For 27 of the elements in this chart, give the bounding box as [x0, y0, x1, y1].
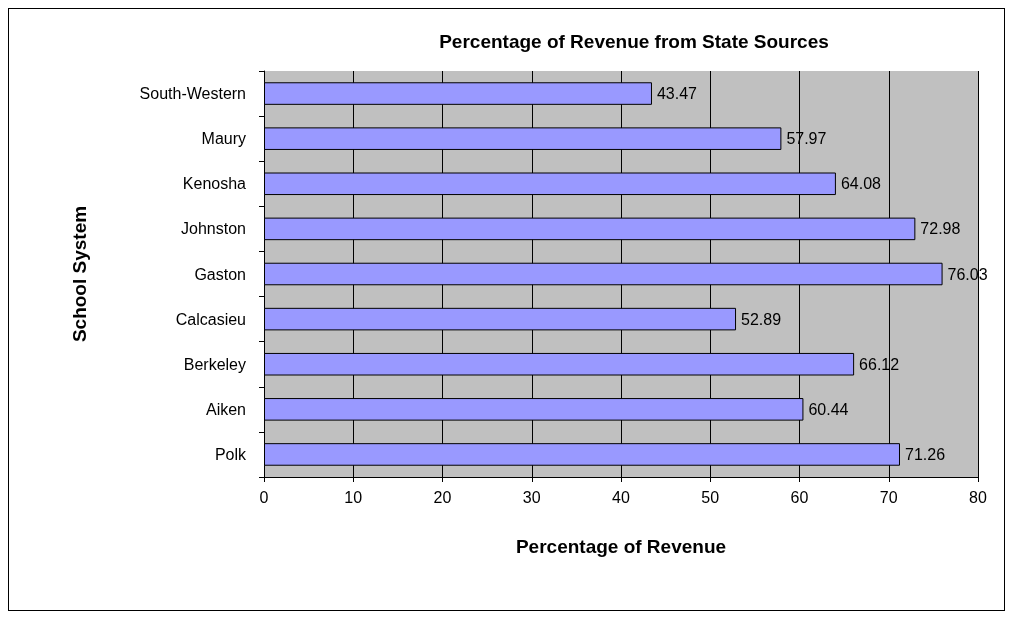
y-tick-label: Aiken [205, 400, 246, 418]
x-tick-label: 0 [259, 488, 269, 506]
data-label: 52.89 [741, 310, 782, 328]
data-label: 72.98 [920, 220, 961, 238]
x-tick-label: 40 [612, 488, 630, 506]
x-tick-label: 70 [879, 488, 898, 506]
y-tick-label: Kenosha [182, 175, 247, 193]
y-tick-label: Berkeley [183, 355, 246, 373]
x-tick-label: 20 [433, 488, 452, 506]
data-label: 71.26 [905, 445, 946, 463]
x-tick-label: 60 [790, 488, 809, 506]
x-tick-label: 50 [701, 488, 720, 506]
y-tick-label: Calcasieu [175, 310, 246, 328]
data-label: 64.08 [840, 175, 882, 193]
x-axis-title: Percentage of Revenue [515, 536, 727, 557]
x-tick-label: 30 [522, 488, 541, 506]
y-tick-label: Gaston [194, 265, 246, 283]
chart-title: Percentage of Revenue from State Sources [439, 31, 829, 52]
x-tick-label: 10 [344, 488, 363, 506]
data-label: 60.44 [808, 400, 849, 418]
y-tick-label: South-Western [139, 85, 246, 103]
y-axis-title: School System [69, 205, 90, 343]
data-label: 43.47 [656, 85, 698, 103]
y-tick-label: Polk [214, 445, 247, 463]
y-tick-label: Johnston [181, 220, 246, 238]
y-tick-label: Maury [201, 130, 246, 148]
x-tick-label: 80 [969, 488, 987, 506]
